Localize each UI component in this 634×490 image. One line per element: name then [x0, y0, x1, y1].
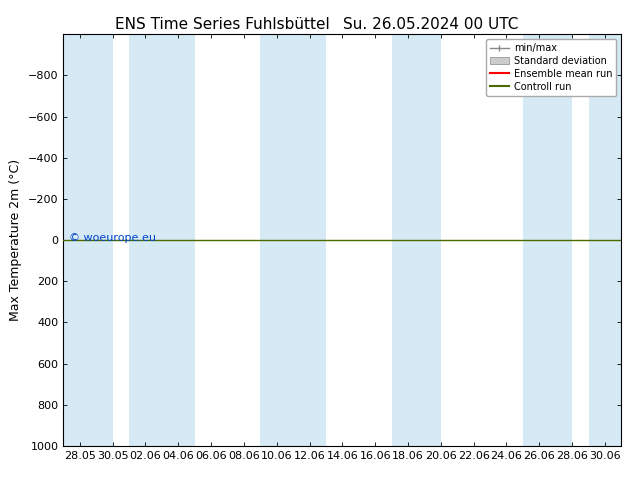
Text: Su. 26.05.2024 00 UTC: Su. 26.05.2024 00 UTC	[344, 17, 519, 32]
Text: © woeurope.eu: © woeurope.eu	[69, 233, 156, 243]
Bar	[129, 34, 195, 446]
Bar	[261, 34, 326, 446]
Bar	[63, 34, 113, 446]
Bar	[523, 34, 572, 446]
Legend: min/max, Standard deviation, Ensemble mean run, Controll run: min/max, Standard deviation, Ensemble me…	[486, 39, 616, 96]
Text: ENS Time Series Fuhlsbüttel: ENS Time Series Fuhlsbüttel	[115, 17, 329, 32]
Bar	[392, 34, 441, 446]
Y-axis label: Max Temperature 2m (°C): Max Temperature 2m (°C)	[10, 159, 22, 321]
Bar	[588, 34, 621, 446]
